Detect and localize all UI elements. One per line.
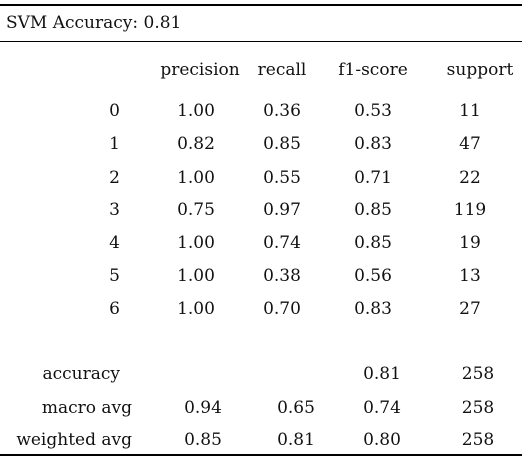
summary-precision: 0.94 <box>184 398 222 418</box>
cell-f1-score: 0.85 <box>354 200 392 220</box>
bottom-rule <box>0 454 522 456</box>
header-precision: precision <box>160 60 240 80</box>
row-label: 1 <box>109 134 120 154</box>
cell-recall: 0.85 <box>263 134 301 154</box>
summary-recall: 0.65 <box>277 398 315 418</box>
summary-recall: 0.81 <box>277 430 315 450</box>
report-title: SVM Accuracy: 0.81 <box>6 13 182 33</box>
cell-recall: 0.36 <box>263 101 301 121</box>
summary-precision: 0.85 <box>184 430 222 450</box>
cell-f1-score: 0.83 <box>354 134 392 154</box>
cell-precision: 0.82 <box>177 134 215 154</box>
cell-precision: 1.00 <box>177 299 215 319</box>
cell-f1-score: 0.85 <box>354 233 392 253</box>
cell-support: 22 <box>459 168 481 188</box>
cell-support: 27 <box>459 299 481 319</box>
cell-precision: 1.00 <box>177 266 215 286</box>
cell-recall: 0.38 <box>263 266 301 286</box>
summary-f1-score: 0.80 <box>363 430 401 450</box>
header-support: support <box>446 60 514 80</box>
summary-support: 258 <box>461 430 495 450</box>
summary-f1-score: 0.74 <box>363 398 401 418</box>
row-label: 6 <box>109 299 120 319</box>
row-label: 5 <box>109 266 120 286</box>
summary-label: accuracy <box>42 364 120 384</box>
cell-support: 19 <box>459 233 481 253</box>
row-label: 2 <box>109 168 120 188</box>
row-label: 4 <box>109 233 120 253</box>
summary-f1-score: 0.81 <box>363 364 401 384</box>
cell-f1-score: 0.56 <box>354 266 392 286</box>
summary-label: weighted avg <box>16 430 132 450</box>
header-recall: recall <box>257 60 307 80</box>
title-rule <box>0 41 522 42</box>
cell-support: 11 <box>459 101 481 121</box>
row-label: 0 <box>109 101 120 121</box>
cell-support: 13 <box>459 266 481 286</box>
cell-recall: 0.70 <box>263 299 301 319</box>
cell-support: 119 <box>453 200 487 220</box>
row-label: 3 <box>109 200 120 220</box>
summary-label: macro avg <box>41 398 132 418</box>
cell-f1-score: 0.71 <box>354 168 392 188</box>
header-f1-score: f1-score <box>338 60 408 80</box>
cell-recall: 0.55 <box>263 168 301 188</box>
cell-recall: 0.74 <box>263 233 301 253</box>
cell-precision: 1.00 <box>177 233 215 253</box>
cell-precision: 1.00 <box>177 101 215 121</box>
cell-precision: 0.75 <box>177 200 215 220</box>
summary-support: 258 <box>461 364 495 384</box>
top-rule <box>0 4 522 6</box>
cell-recall: 0.97 <box>263 200 301 220</box>
cell-support: 47 <box>459 134 481 154</box>
cell-f1-score: 0.83 <box>354 299 392 319</box>
cell-precision: 1.00 <box>177 168 215 188</box>
cell-f1-score: 0.53 <box>354 101 392 121</box>
summary-support: 258 <box>461 398 495 418</box>
